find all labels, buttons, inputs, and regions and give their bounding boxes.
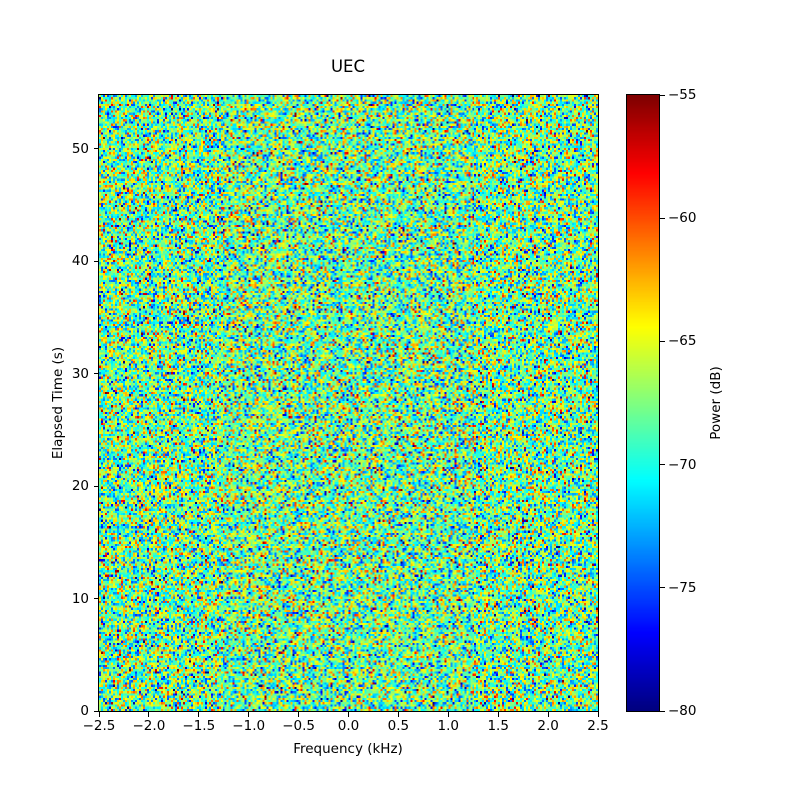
y-tick-mark [93, 710, 98, 712]
x-tick-label: −1.0 [232, 718, 266, 734]
colorbar-tick-mark [660, 464, 665, 466]
colorbar [626, 94, 660, 712]
y-tick-mark [93, 485, 98, 487]
y-tick-mark [93, 598, 98, 600]
x-tick-mark [298, 712, 300, 717]
x-tick-label: 0.0 [337, 718, 360, 734]
y-tick-mark [93, 373, 98, 375]
x-tick-mark [248, 712, 250, 717]
y-tick-mark [93, 148, 98, 150]
y-tick-label: 0 [80, 703, 89, 719]
colorbar-tick-label: −65 [668, 333, 697, 350]
x-axis-label: Frequency (kHz) [293, 741, 403, 757]
colorbar-tick-label: −75 [668, 579, 697, 596]
x-tick-label: 2.0 [537, 718, 559, 734]
x-tick-label: 2.5 [587, 718, 609, 734]
x-tick-mark [98, 712, 100, 717]
x-tick-label: −2.5 [82, 718, 116, 734]
y-tick-label: 10 [71, 590, 89, 607]
x-tick-mark [148, 712, 150, 717]
colorbar-tick-mark [660, 710, 665, 712]
y-axis-label: Elapsed Time (s) [50, 346, 66, 460]
x-tick-label: 1.5 [487, 718, 509, 734]
colorbar-tick-mark [660, 217, 665, 219]
colorbar-tick-label: −70 [668, 456, 697, 473]
x-tick-mark [447, 712, 449, 717]
x-tick-label: −1.5 [182, 718, 216, 734]
colorbar-tick-label: −60 [668, 210, 697, 227]
x-tick-label: 1.0 [437, 718, 460, 734]
colorbar-tick-mark [660, 587, 665, 589]
y-tick-label: 40 [71, 253, 89, 270]
x-tick-label: 0.5 [387, 718, 410, 734]
x-tick-mark [397, 712, 399, 717]
x-tick-label: −2.0 [132, 718, 166, 734]
spectrogram-noise-image [99, 95, 598, 711]
colorbar-gradient [627, 95, 659, 711]
y-tick-label: 20 [71, 478, 89, 495]
x-tick-mark [597, 712, 599, 717]
x-tick-mark [497, 712, 499, 717]
y-tick-label: 30 [71, 365, 89, 382]
x-tick-mark [547, 712, 549, 717]
colorbar-tick-mark [660, 340, 665, 342]
y-tick-mark [93, 260, 98, 262]
title-line-main: UEC [330, 56, 366, 76]
colorbar-label: Power (dB) [708, 366, 724, 440]
colorbar-tick-label: −55 [668, 87, 697, 103]
x-tick-mark [348, 712, 349, 717]
y-tick-label: 50 [71, 140, 89, 157]
x-tick-mark [198, 712, 200, 717]
colorbar-tick-mark [660, 94, 665, 96]
colorbar-tick-label: −80 [668, 703, 697, 719]
x-tick-label: −0.5 [282, 718, 315, 734]
spectrogram-plot-area [98, 94, 599, 712]
